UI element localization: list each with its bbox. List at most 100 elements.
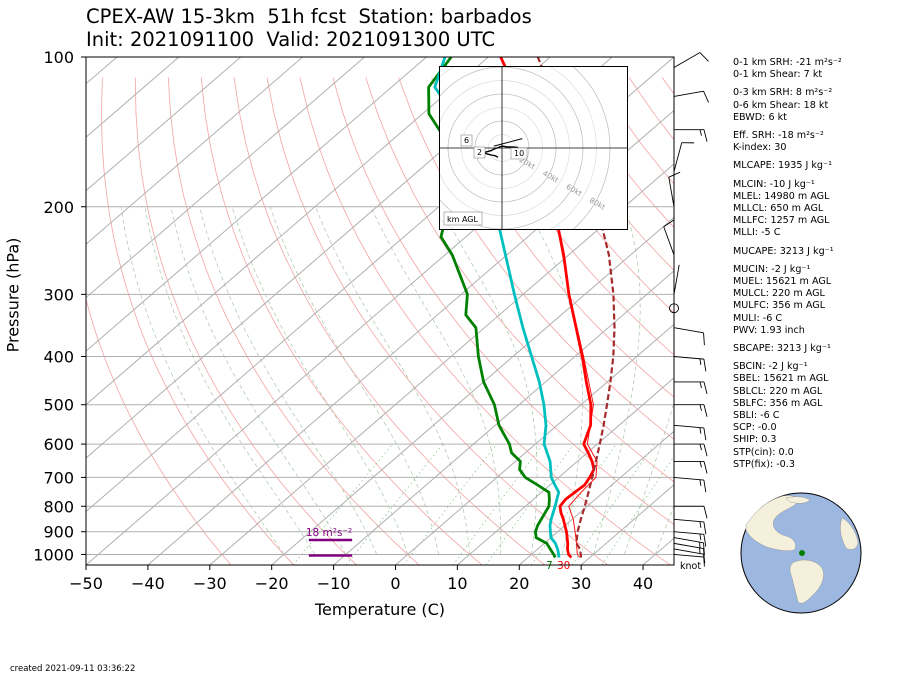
wind-barb xyxy=(673,476,707,493)
mixing-ratio-line xyxy=(531,443,617,565)
mixing-ratio-line xyxy=(571,443,655,565)
series-temperature xyxy=(499,57,596,559)
wind-barb xyxy=(673,424,707,441)
srh-label: 18 m²s⁻² xyxy=(306,527,352,539)
x-tick-label: −10 xyxy=(317,574,351,593)
index-row: MUCAPE: 3213 J kg⁻¹ xyxy=(733,245,834,257)
plot-frame xyxy=(85,56,675,566)
wind-barb xyxy=(673,356,707,372)
wind-barb xyxy=(673,264,680,295)
wind-barb xyxy=(674,460,708,474)
isotherm xyxy=(271,216,674,565)
index-row: MLEL: 14980 m AGL xyxy=(733,190,830,202)
dry-adiabat xyxy=(530,77,674,271)
y-tick-label: 800 xyxy=(43,497,74,516)
hodograph-height-box xyxy=(473,146,486,159)
mixing-ratio-line xyxy=(485,443,575,565)
wind-barb xyxy=(673,531,707,547)
moist-adiabat xyxy=(231,206,409,555)
isotherm xyxy=(86,57,489,406)
moist-adiabat xyxy=(199,206,378,555)
mixing-ratio-line xyxy=(345,443,444,565)
wind-barb xyxy=(674,404,708,417)
globe-land-south-america xyxy=(789,559,824,604)
mixing-ratio-line xyxy=(452,443,544,565)
hodograph-height-label: 2 xyxy=(477,148,482,157)
dry-adiabat xyxy=(431,77,674,398)
x-tick-label: −40 xyxy=(131,574,165,593)
y-tick-label: 400 xyxy=(43,348,74,367)
dry-adiabat xyxy=(365,77,674,483)
y-tick-label: 100 xyxy=(43,48,74,67)
wind-barb xyxy=(674,505,708,519)
isotherm xyxy=(395,323,674,565)
x-tick-label: 10 xyxy=(447,574,467,593)
moist-adiabat xyxy=(144,206,316,555)
hodograph-unit-box xyxy=(443,211,483,226)
index-row: MLCAPE: 1935 J kg⁻¹ xyxy=(733,160,832,172)
y-tick-label: 200 xyxy=(43,198,74,217)
x-tick-label: 30 xyxy=(571,574,591,593)
mixing-ratio-line xyxy=(601,455,674,565)
isotherm xyxy=(209,163,674,565)
dry-adiabat xyxy=(497,77,674,314)
isotherm xyxy=(457,377,674,565)
index-row: K-index: 30 xyxy=(733,142,787,154)
y-tick-label: 900 xyxy=(43,523,74,542)
moist-adiabat xyxy=(170,206,347,555)
x-axis-label: Temperature (C) xyxy=(314,600,446,619)
index-row: 0-1 km SRH: -21 m²s⁻² xyxy=(733,57,842,68)
index-row: PWV: 1.93 inch xyxy=(733,324,805,336)
moist-adiabat xyxy=(269,206,439,555)
y-axis-label: Pressure (hPa) xyxy=(3,237,23,353)
x-tick-label: −30 xyxy=(193,574,227,593)
series-parcel_trace xyxy=(536,57,616,558)
index-row: MLLCL: 650 m AGL xyxy=(733,203,824,215)
title-line-2: Init: 2021091100 Valid: 2021091300 UTC xyxy=(86,28,496,51)
calm-wind-marker xyxy=(669,303,679,314)
mixing-ratio-line xyxy=(292,443,393,565)
y-tick-label: 300 xyxy=(43,285,74,304)
wind-barb xyxy=(668,171,681,207)
index-row: EBWD: 6 kt xyxy=(733,111,787,123)
hodograph-trace xyxy=(480,145,519,158)
created-timestamp: created 2021-09-11 03:36:22 xyxy=(10,664,136,674)
globe-land-greenland xyxy=(785,496,811,504)
dry-adiabat xyxy=(233,77,546,565)
index-row: 0-1 km Shear: 7 kt xyxy=(733,69,823,81)
wind-barb xyxy=(674,129,708,142)
x-tick-label: 0 xyxy=(390,574,400,593)
surface-dewpoint-label: 7 xyxy=(546,560,553,572)
wind-barb xyxy=(673,518,707,535)
index-row: MLLI: -5 C xyxy=(733,227,781,239)
title-line-1: CPEX-AW 15-3km 51h fcst Station: barbado… xyxy=(86,5,532,28)
moist-adiabat xyxy=(439,206,538,555)
wind-barb xyxy=(663,219,675,256)
wind-barb xyxy=(673,537,705,556)
hodograph-height-box xyxy=(510,147,528,160)
globe-land-africa xyxy=(840,517,859,550)
dry-adiabat xyxy=(398,77,674,440)
index-row: MUCIN: -2 J kg⁻¹ xyxy=(733,263,811,275)
wind-barb xyxy=(674,381,708,395)
dry-adiabat xyxy=(134,77,357,565)
dry-adiabat xyxy=(464,77,674,356)
surface-temperature-label: 30 xyxy=(557,560,570,572)
index-row: MULI: -6 C xyxy=(733,312,783,324)
wind-barb xyxy=(674,443,708,457)
index-row: MULCL: 220 m AGL xyxy=(733,288,825,300)
dry-adiabat xyxy=(86,297,232,565)
hodograph-height-label: 10 xyxy=(514,149,524,158)
isotherm xyxy=(86,57,427,352)
hodograph-height-box xyxy=(460,134,473,147)
index-row: MUEL: 15621 m AGL xyxy=(733,276,832,288)
chart-title: CPEX-AW 15-3km 51h fcst Station: barbado… xyxy=(86,5,532,51)
dry-adiabat xyxy=(100,77,294,565)
wind-barb xyxy=(673,327,705,346)
x-tick-label: 20 xyxy=(509,574,529,593)
hodograph-shear-vector xyxy=(493,138,523,147)
index-row: MULFC: 356 m AGL xyxy=(733,300,826,312)
index-row: MLCIN: -10 J kg⁻¹ xyxy=(733,178,815,190)
index-row: SBLCL: 220 m AGL xyxy=(733,385,823,397)
